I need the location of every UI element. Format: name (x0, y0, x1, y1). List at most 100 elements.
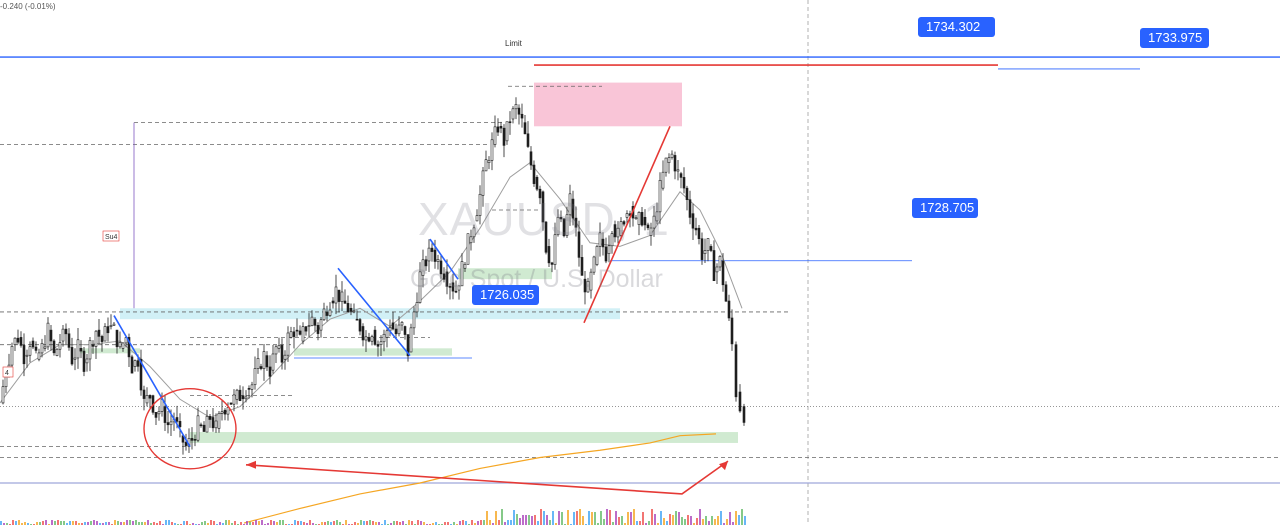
candle-body (157, 411, 161, 415)
volume-bar (726, 519, 728, 525)
volume-bar (234, 521, 236, 525)
candle-body (703, 250, 707, 254)
volume-bar (555, 523, 557, 525)
volume-bar (222, 523, 224, 525)
volume-bar (510, 520, 512, 525)
candle-body (118, 342, 122, 348)
candle-body (433, 249, 437, 262)
candle-body (262, 351, 266, 369)
volume-bar (369, 520, 371, 525)
volume-bar (102, 523, 104, 525)
volume-bar (60, 521, 62, 525)
candle-body (691, 213, 695, 229)
zone-green-1 (190, 432, 738, 443)
volume-bar (486, 511, 488, 525)
volume-bar (558, 511, 560, 525)
annotation-circle (143, 388, 237, 470)
candle-body (178, 421, 182, 428)
volume-bar (471, 520, 473, 525)
volume-bar (54, 521, 56, 525)
volume-bar (501, 509, 503, 525)
volume-bar (516, 514, 518, 525)
volume-bar (45, 520, 47, 525)
candle-body (142, 389, 146, 399)
volume-bar (663, 518, 665, 525)
candle-body (391, 322, 395, 330)
volume-bar (714, 519, 716, 525)
candle-body (685, 187, 689, 200)
candle-body (379, 341, 383, 345)
volume-bar (78, 523, 80, 525)
candle-body (460, 261, 464, 287)
volume-bar (0, 521, 2, 525)
ma-orange (243, 433, 717, 524)
candle-body (337, 289, 341, 302)
annotation-arrow-path (245, 460, 729, 495)
candle-body (64, 328, 68, 335)
arrowhead-left (246, 460, 256, 469)
price-tag-1726035[interactable]: 1726.035 (472, 285, 539, 305)
volume-bar (444, 522, 446, 525)
candle-body (220, 411, 224, 414)
volume-bar (306, 523, 308, 525)
volume-bar (657, 523, 659, 525)
volume-bar (186, 521, 188, 525)
volume-bar (165, 520, 167, 525)
candle-body (364, 336, 368, 341)
candle-body (553, 234, 557, 265)
candle-body (376, 344, 380, 347)
candle-body (738, 391, 742, 412)
volume-bar (708, 521, 710, 525)
candle-body (499, 125, 503, 129)
candle-body (322, 308, 326, 321)
candle-body (343, 300, 347, 304)
candle-body (634, 217, 638, 220)
candle-body (229, 402, 233, 405)
candle-body (37, 352, 41, 360)
candle-body (724, 284, 728, 302)
candle-body (694, 227, 698, 231)
candle-body (112, 323, 116, 326)
volume-bar (171, 522, 173, 525)
limit-label: Limit (505, 39, 523, 48)
volume-bar (504, 522, 506, 525)
candle-body (619, 221, 623, 236)
candle-body (109, 325, 113, 327)
zone-pink-0 (534, 82, 682, 127)
candle-body (427, 247, 431, 262)
price-tag-1728705[interactable]: 1728.705 (912, 198, 978, 218)
candle-body (526, 133, 530, 147)
candle-body (511, 108, 515, 120)
volume-bar (735, 511, 737, 525)
price-tag-1733975[interactable]: 1733.975 (1140, 28, 1209, 48)
su4-box (102, 230, 120, 242)
candle-body (202, 424, 206, 432)
volume-bar (156, 523, 158, 525)
volume-bar (213, 521, 215, 525)
volume-bar (654, 514, 656, 525)
candle-body (52, 340, 56, 354)
candle-body (637, 212, 641, 225)
candle-body (46, 322, 50, 348)
candle-body (289, 331, 293, 338)
volume-bar (138, 522, 140, 525)
candle-body (91, 344, 95, 347)
candle-body (664, 157, 668, 173)
candle-body (139, 358, 143, 391)
candle-body (454, 290, 458, 293)
price-tag-1734302[interactable]: 1734.302 (918, 17, 995, 37)
volume-bar (690, 516, 692, 525)
candle-body (301, 326, 305, 342)
volume-bar (549, 520, 551, 525)
candle-body (70, 347, 74, 365)
volume-bar (492, 523, 494, 525)
candle-body (442, 273, 446, 280)
candle-body (652, 215, 656, 229)
volume-bar (531, 516, 533, 525)
candle-body (640, 212, 644, 226)
volume-bar (741, 509, 743, 525)
candle-body (475, 215, 479, 222)
candle-body (235, 389, 239, 400)
